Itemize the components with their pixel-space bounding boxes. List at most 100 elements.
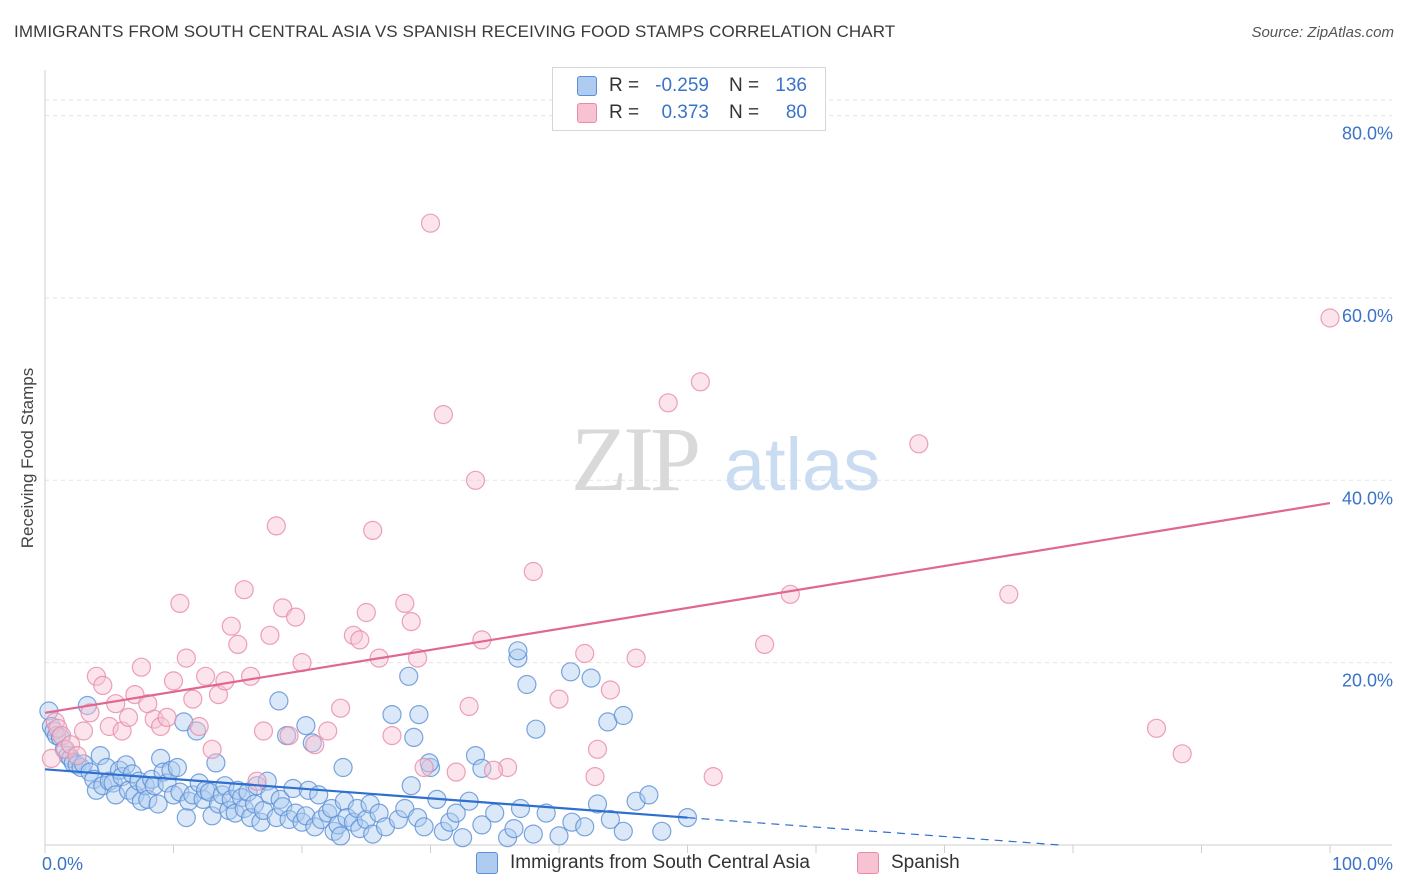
y-axis-label: Receiving Food Stamps (18, 368, 37, 548)
data-point (131, 657, 151, 677)
data-point (508, 641, 528, 661)
data-point (523, 824, 543, 844)
data-point (414, 817, 434, 837)
data-point (523, 561, 543, 582)
data-point (485, 803, 505, 823)
data-point (131, 791, 151, 811)
series-legend-item-spanish: Spanish (857, 852, 960, 874)
data-point (652, 821, 672, 841)
x-tick-label: 0.0% (42, 854, 83, 874)
data-point (157, 707, 177, 728)
data-point (67, 745, 87, 766)
data-point (331, 826, 351, 846)
legend-r-value: 0.373 (661, 102, 709, 123)
data-point (399, 666, 419, 686)
data-point (459, 696, 479, 717)
data-point (658, 393, 678, 413)
data-point (260, 625, 280, 645)
data-point (148, 794, 168, 814)
data-point (80, 703, 100, 723)
series-name-spanish: Spanish (891, 852, 960, 873)
series-legend: Immigrants from South Central Asia Spani… (0, 852, 1406, 878)
data-point (153, 762, 173, 782)
data-point (241, 666, 261, 686)
legend-swatch-blue (577, 76, 597, 96)
data-point (167, 757, 187, 778)
data-point (409, 704, 429, 725)
data-point (234, 580, 254, 600)
legend-r-label: R = (609, 75, 640, 96)
grid-lines (45, 99, 1392, 664)
data-point (549, 689, 569, 709)
data-point (90, 745, 110, 766)
data-point (575, 643, 595, 664)
data-point (472, 815, 492, 835)
data-points (39, 213, 1340, 848)
data-point (61, 735, 81, 755)
data-point (106, 694, 126, 714)
data-point (703, 766, 723, 787)
data-point (562, 812, 582, 832)
data-point (202, 739, 222, 759)
series-name-south-central-asia: Immigrants from South Central Asia (510, 852, 810, 873)
data-point (549, 826, 569, 846)
data-point (221, 616, 241, 636)
legend-n-value: 136 (775, 75, 807, 96)
series-legend-item-south-central-asia: Immigrants from South Central Asia (476, 852, 810, 874)
legend-n-label: N = (729, 75, 760, 96)
tick-labels: 20.0% 40.0% 60.0% 80.0% 0.0% 100.0% (42, 124, 1393, 874)
data-point (780, 584, 800, 604)
data-point (626, 648, 646, 668)
data-point (331, 698, 351, 718)
stats-legend-row-pink: R = 0.373 N = 80 (577, 101, 807, 125)
data-point (215, 671, 235, 691)
data-point (106, 785, 126, 805)
data-point (270, 789, 290, 810)
legend-n-value: 80 (785, 102, 807, 123)
data-point (587, 739, 608, 759)
data-point (286, 607, 306, 627)
chart-source: Source: ZipAtlas.com (1251, 24, 1394, 41)
data-point (382, 725, 402, 746)
legend-n-label: N = (729, 102, 760, 123)
legend-r-label: R = (609, 102, 640, 123)
data-point (183, 785, 203, 805)
chart-title: IMMIGRANTS FROM SOUTH CENTRAL ASIA VS SP… (14, 22, 896, 41)
data-point (73, 721, 94, 741)
data-point (401, 776, 421, 796)
data-point (183, 689, 203, 709)
data-point (483, 760, 504, 780)
data-point (247, 771, 267, 791)
data-point (266, 516, 286, 536)
trend-line-spanish (44, 502, 1331, 714)
data-point (446, 762, 466, 782)
data-point (433, 405, 453, 425)
data-point (639, 785, 659, 805)
legend-r-value: -0.259 (655, 75, 709, 96)
y-tick-label: 40.0% (1342, 488, 1393, 508)
data-point (517, 674, 537, 695)
data-point (613, 705, 633, 726)
watermark: ZIP atlas (571, 408, 880, 510)
data-point (414, 757, 434, 778)
trend-lines (44, 502, 1331, 846)
data-point (401, 611, 421, 632)
watermark-zip: ZIP (571, 408, 698, 510)
watermark-atlas: atlas (724, 423, 880, 506)
data-point (41, 748, 62, 769)
trend-line-south-central-asia (44, 768, 688, 819)
data-point (363, 520, 383, 541)
data-point (253, 721, 274, 741)
data-point (189, 716, 209, 737)
data-point (1172, 744, 1192, 764)
data-point (350, 630, 370, 650)
data-point (318, 721, 338, 741)
data-point (118, 707, 139, 728)
data-point (93, 675, 113, 696)
data-point (305, 817, 325, 837)
data-point (999, 584, 1019, 604)
data-point (99, 716, 119, 737)
y-tick-label: 60.0% (1342, 306, 1393, 326)
data-point (754, 634, 775, 655)
data-point (587, 794, 608, 814)
